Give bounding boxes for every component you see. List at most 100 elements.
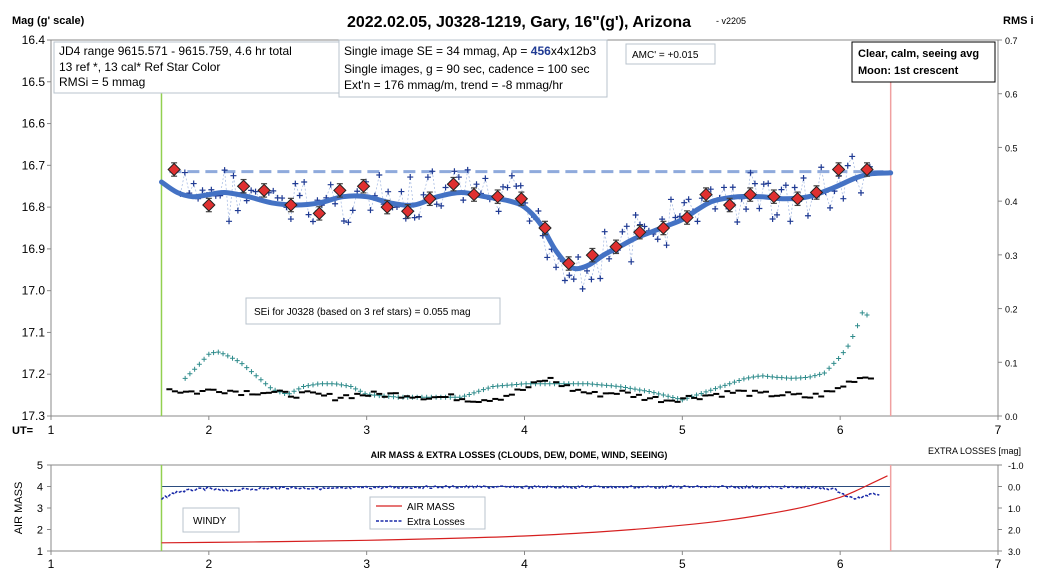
y-tick-label: 16.6 <box>22 117 46 131</box>
rms-point <box>248 369 254 375</box>
rms-point <box>286 391 292 397</box>
y2-tick-label: 0.4 <box>1005 197 1018 207</box>
rms-point <box>263 381 269 387</box>
single-image-point <box>199 187 206 194</box>
single-image-point <box>844 162 851 169</box>
rms-point <box>244 365 250 371</box>
single-image-point <box>566 272 573 279</box>
single-image-point <box>774 211 781 218</box>
rms-point <box>230 355 236 361</box>
rms-point <box>305 383 311 389</box>
y2-tick-label: 0.5 <box>1005 143 1018 153</box>
binned-point <box>585 248 600 262</box>
conditions-line-2: Moon: 1st crescent <box>858 65 959 77</box>
single-image-point <box>301 179 308 186</box>
conditions-box: Clear, calm, seeing avg Moon: 1st cresce… <box>851 41 996 83</box>
binned-point <box>680 210 694 225</box>
rms-point <box>840 350 846 356</box>
y-tick-label: 17.3 <box>22 409 46 423</box>
single-image-point <box>778 186 785 193</box>
exposure-line-3: Ext'n = 176 mmag/m, trend = -8 mmag/hr <box>344 78 563 92</box>
single-image-point <box>190 180 197 187</box>
rms-point <box>462 393 468 399</box>
single-image-point <box>252 188 259 195</box>
rms-point <box>357 388 363 394</box>
single-image-point <box>729 184 736 191</box>
binned-point <box>167 162 181 177</box>
airmass-curve <box>161 475 888 544</box>
rms-point <box>495 383 501 389</box>
single-image-point <box>310 218 317 225</box>
rms-point <box>608 383 614 389</box>
rms-point <box>499 383 505 389</box>
binned-point <box>312 206 327 221</box>
binned-point <box>831 162 846 177</box>
binned-point <box>538 221 552 235</box>
rms-point <box>807 374 813 380</box>
rms-point <box>589 381 595 387</box>
rms-point <box>187 371 193 377</box>
y-tick-label: 16.9 <box>22 242 46 256</box>
x-tick-label: 3 <box>363 557 370 571</box>
single-image-point <box>606 255 613 262</box>
y2-tick-label: 0.2 <box>1005 305 1018 315</box>
single-image-point <box>433 201 440 208</box>
rms-point <box>641 388 647 394</box>
rms-point <box>211 350 217 356</box>
rms-point <box>490 383 496 389</box>
rms-point <box>348 383 354 389</box>
rms-point <box>746 375 752 381</box>
y-tick-label: 16.7 <box>22 158 46 172</box>
single-image-point <box>623 223 630 230</box>
single-image-point <box>464 166 471 173</box>
light-curve-plot: 1 2 3 4 5 6 7 16.4 16.5 16.6 16.7 16.8 16.9 17.0 17.1… <box>22 33 1018 437</box>
single-image-point <box>721 184 728 191</box>
y2-tick-label: 0.6 <box>1005 90 1018 100</box>
y-tick-label: 16.4 <box>22 33 46 47</box>
conditions-line-1: Clear, calm, seeing avg <box>858 48 979 60</box>
single-image-point <box>685 196 692 203</box>
rms-point <box>741 376 747 382</box>
binned-point <box>446 177 461 191</box>
rms-point <box>618 384 624 390</box>
windy-label: WINDY <box>193 516 227 527</box>
rms-point <box>656 391 662 397</box>
fit-curve <box>159 170 894 272</box>
observation-info-box: JD4 range 9615.571 - 9615.759, 4.6 hr to… <box>53 41 347 94</box>
y-tick-label: 1 <box>37 546 43 558</box>
single-image-point <box>424 174 431 181</box>
rms-point <box>755 373 761 379</box>
single-image-point <box>827 204 834 211</box>
single-image-point <box>345 219 352 226</box>
rms-point <box>731 379 737 385</box>
single-image-point <box>734 218 741 225</box>
rms-point <box>765 373 771 379</box>
rms-point <box>329 381 335 387</box>
x-tick-label: 4 <box>521 423 528 437</box>
x-tick-label: 5 <box>679 423 686 437</box>
y2-tick-label: 0.0 <box>1008 483 1021 493</box>
extra-losses-axis-label: EXTRA LOSSES [mag] <box>928 446 1021 456</box>
rms-point <box>343 383 349 389</box>
binned-point <box>860 162 874 177</box>
y-tick-label: 2 <box>37 525 43 537</box>
single-image-point <box>747 169 754 176</box>
single-image-point <box>504 184 511 191</box>
x-tick-label: 7 <box>995 423 1002 437</box>
single-image-point <box>270 187 277 194</box>
y2-tick-label: 1.0 <box>1008 504 1021 514</box>
single-image-point <box>818 164 825 171</box>
binned-point <box>514 192 529 206</box>
y2-tick-label: 3.0 <box>1008 547 1021 557</box>
rms-point <box>182 375 188 381</box>
single-image-point <box>230 172 237 179</box>
rms-point <box>570 381 576 387</box>
rms-point <box>239 361 245 367</box>
rms-point <box>769 374 775 380</box>
y-tick-label: 17.2 <box>22 367 46 381</box>
ut-axis-label: UT= <box>12 425 33 437</box>
single-image-point <box>769 215 776 222</box>
x-tick-label: 6 <box>837 557 844 571</box>
rms-point <box>523 381 529 387</box>
binned-point <box>743 187 757 202</box>
